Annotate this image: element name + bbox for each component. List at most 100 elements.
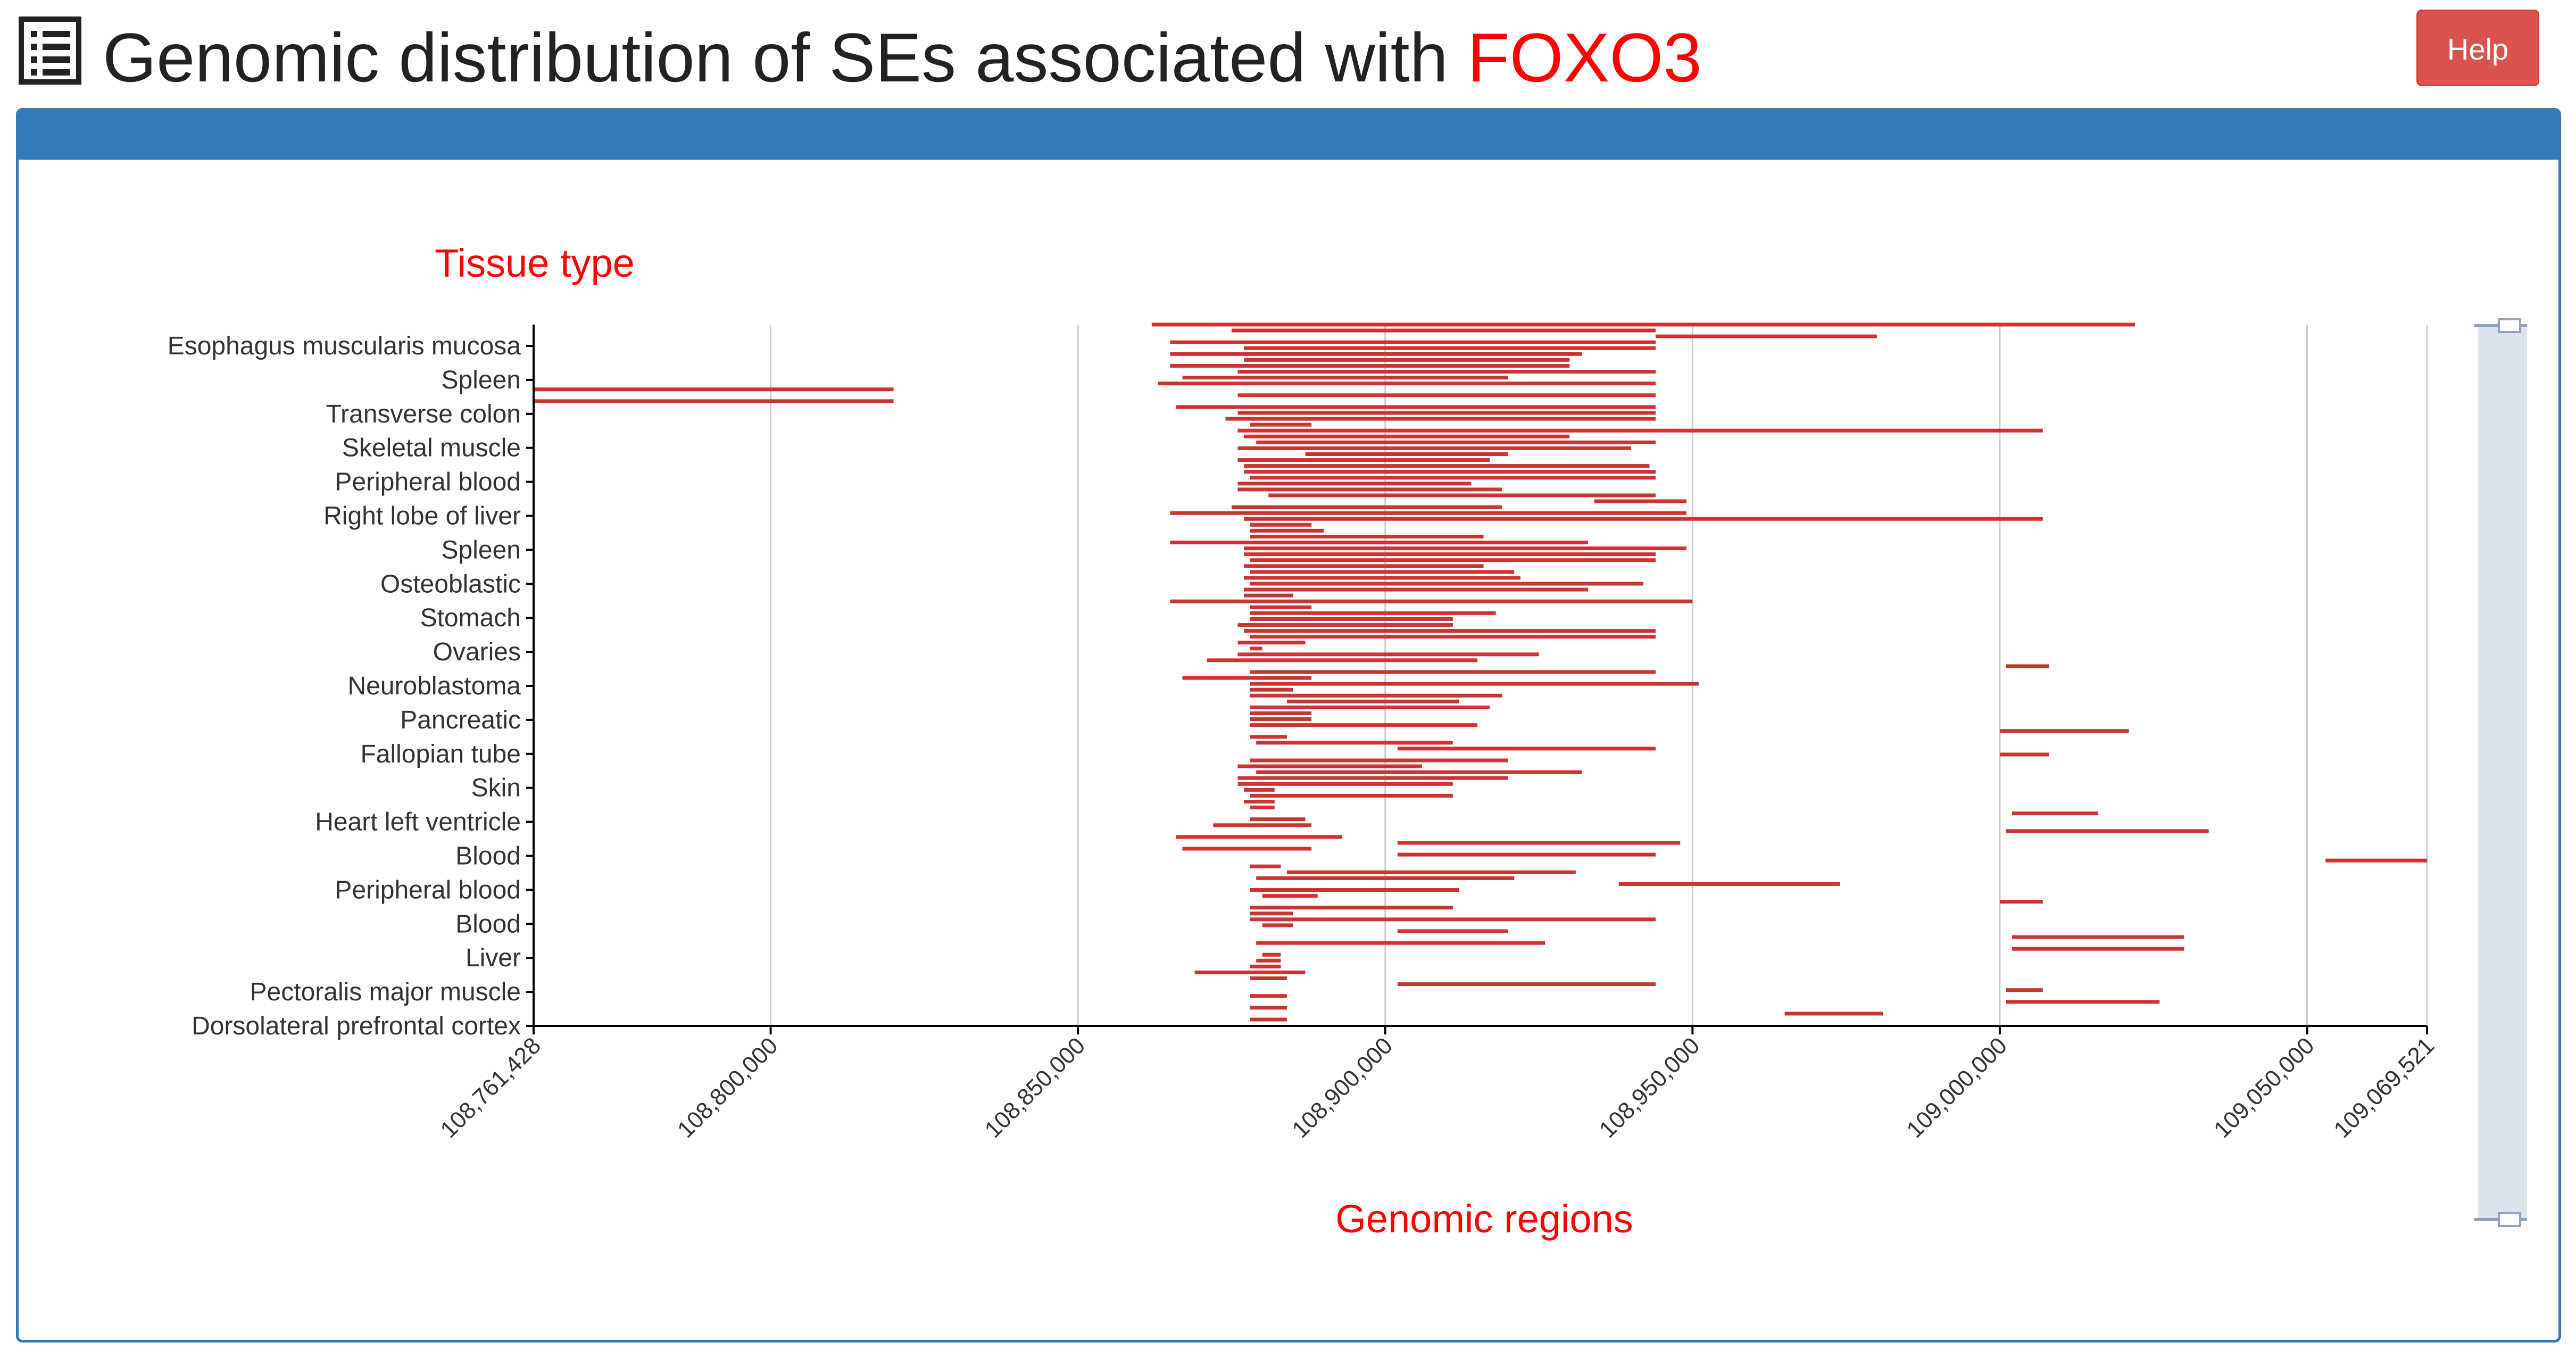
se-bar [1244,788,1275,792]
tissue-label: Heart left ventricle [315,808,521,836]
se-bar [1262,952,1281,957]
se-bar [1237,623,1453,627]
list-icon [19,16,81,85]
tissue-label: Esophagus muscularis mucosa [168,332,521,360]
tissue-label: Peripheral blood [335,876,521,904]
se-bar [1237,776,1508,780]
tissue-label: Dorsolateral prefrontal cortex [192,1012,521,1040]
se-bar [1250,523,1312,527]
se-bar [1176,835,1342,839]
se-bar [1151,322,2135,327]
se-bar [1182,847,1312,851]
se-bar [1250,605,1312,609]
se-bar [1305,452,1508,456]
se-bar [1244,346,1656,350]
se-bar [1397,841,1681,845]
se-bar [1244,576,1520,580]
se-bar [1244,799,1275,803]
se-bar [1250,617,1453,621]
se-bar [1999,900,2043,904]
se-bar [1182,376,1508,380]
scroll-handle-top[interactable] [2474,318,2527,333]
se-bar [1244,587,1588,592]
se-bar [1237,652,1539,657]
se-bar [1999,729,2129,733]
se-bar [1237,393,1656,397]
tissue-label: Stomach [420,604,521,632]
vertical-scrollbar[interactable] [2474,318,2527,1227]
se-bar [1244,546,1686,551]
se-bar [1656,334,1877,338]
se-bar [1250,917,1656,922]
help-button[interactable]: Help [2416,10,2539,86]
se-bar [1250,558,1656,562]
se-bar [1250,964,1281,968]
se-bar [1244,593,1293,598]
x-tick-label: 108,900,000 [1287,1032,1398,1143]
scroll-handle-bottom[interactable] [2474,1212,2527,1227]
se-bar [1250,735,1287,739]
se-bar [1397,747,1656,751]
tissue-label: Pancreatic [400,706,521,734]
se-bar [1250,1017,1287,1022]
se-bar [1256,958,1281,963]
se-bar [1170,363,1570,368]
tissue-label: Skin [471,774,521,802]
se-bar [2006,988,2043,992]
x-tick-label: 108,800,000 [672,1032,783,1143]
se-bar [1244,629,1656,633]
se-bar [1594,499,1686,503]
se-bar [1176,405,1656,409]
se-bar [1256,770,1582,774]
se-bar [1170,352,1582,356]
se-bar [1170,541,1588,545]
se-bar [1397,982,1656,987]
se-bar [2006,829,2209,833]
se-bar [1618,882,1840,886]
se-bar [1170,599,1693,603]
se-bar [1250,911,1293,916]
se-bar [1244,552,1656,557]
se-bar [1250,647,1262,651]
y-axis-title: Tissue type [435,241,635,285]
se-bar [534,387,894,392]
se-bar [1250,611,1496,615]
se-bar [1250,717,1312,722]
se-bar [2012,947,2184,951]
se-bar [1250,534,1484,538]
se-bar [1250,570,1515,574]
tissue-label: Transverse colon [326,400,521,428]
se-bar [1231,328,1656,333]
se-bar [2006,1000,2160,1004]
se-bar [2006,664,2049,668]
se-bar [1256,941,1545,945]
se-bar [1256,741,1453,745]
se-bar [1213,823,1312,827]
se-bar [1250,711,1312,715]
se-bar [1250,976,1287,981]
se-bar [1250,687,1293,692]
se-bar [1244,358,1570,362]
se-bar [1237,446,1631,450]
se-bar [1244,464,1650,468]
scrollbar-track[interactable] [2478,326,2527,1220]
se-bar [1194,970,1306,974]
se-bar [1250,906,1453,910]
se-bar [1250,476,1656,480]
se-bar [1158,382,1656,386]
tissue-label: Ovaries [433,638,521,666]
se-bar [1999,752,2049,757]
se-bar [1250,806,1275,810]
x-axis-title: Genomic regions [1335,1197,1633,1241]
se-bar [1262,894,1318,898]
se-bar [1244,434,1570,438]
tissue-label: Pectoralis major muscle [250,978,521,1006]
se-bar [1250,693,1502,698]
se-bar [1397,929,1508,933]
x-tick-label: 108,950,000 [1594,1032,1705,1143]
tissue-label: Skeletal muscle [342,434,521,462]
se-bar [1250,682,1699,686]
se-bar [1397,852,1656,857]
se-bar [1244,470,1656,474]
bars [534,322,2427,1022]
